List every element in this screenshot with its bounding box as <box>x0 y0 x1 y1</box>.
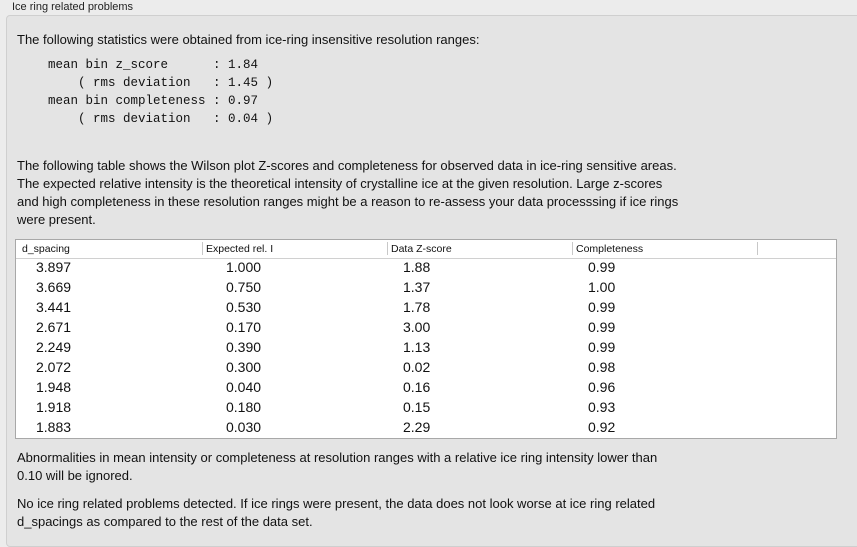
table-row[interactable]: 2.671 0.170 3.00 0.99 <box>16 318 836 338</box>
cell-d-spacing: 1.918 <box>36 399 72 415</box>
cell-completeness: 0.99 <box>588 319 616 335</box>
cell-d-spacing: 1.948 <box>36 379 72 395</box>
stat-colon: : <box>213 76 229 90</box>
cell-zscore: 1.13 <box>403 339 431 355</box>
stat-label: ( rms deviation <box>48 76 214 90</box>
table-description: The following table shows the Wilson plo… <box>17 157 678 229</box>
stat-line: ( rms deviation : 0.04 ) <box>48 110 273 128</box>
stat-suffix: ) <box>258 112 274 126</box>
cell-expected: 0.180 <box>226 399 262 415</box>
group-title: Ice ring related problems <box>12 1 134 13</box>
cell-d-spacing: 2.249 <box>36 339 72 355</box>
column-header-completeness[interactable]: Completeness <box>576 243 644 255</box>
stat-label: mean bin completeness <box>48 94 214 108</box>
stat-value: 1.84 <box>228 58 259 72</box>
table-row[interactable]: 2.249 0.390 1.13 0.99 <box>16 338 836 358</box>
conclusion-text: No ice ring related problems detected. I… <box>17 495 655 531</box>
table-row[interactable]: 2.072 0.300 0.02 0.98 <box>16 358 836 378</box>
column-header-zscore[interactable]: Data Z-score <box>391 243 452 255</box>
cell-expected: 0.030 <box>226 419 262 435</box>
cell-completeness: 1.00 <box>588 279 616 295</box>
cell-d-spacing: 3.897 <box>36 259 72 275</box>
column-header-d-spacing[interactable]: d_spacing <box>22 243 70 255</box>
stat-line: mean bin completeness : 0.97 <box>48 92 273 110</box>
cell-zscore: 2.29 <box>403 419 431 435</box>
cell-completeness: 0.93 <box>588 399 616 415</box>
cell-expected: 0.170 <box>226 319 262 335</box>
column-header-expected[interactable]: Expected rel. I <box>206 243 274 255</box>
cell-d-spacing: 2.671 <box>36 319 72 335</box>
table-row[interactable]: 1.883 0.030 2.29 0.92 <box>16 418 836 438</box>
column-separator[interactable] <box>757 242 758 255</box>
note-line: 0.10 will be ignored. <box>17 468 133 483</box>
column-separator[interactable] <box>572 242 573 255</box>
stat-value: 0.04 <box>228 112 259 126</box>
cell-zscore: 1.88 <box>403 259 431 275</box>
cell-zscore: 1.37 <box>403 279 431 295</box>
table-header: d_spacing Expected rel. I Data Z-score C… <box>16 240 836 259</box>
table-row[interactable]: 3.441 0.530 1.78 0.99 <box>16 298 836 318</box>
description-line: The expected relative intensity is the t… <box>17 176 663 191</box>
description-line: The following table shows the Wilson plo… <box>17 158 677 173</box>
cell-d-spacing: 3.441 <box>36 299 72 315</box>
table-row[interactable]: 3.669 0.750 1.37 1.00 <box>16 278 836 298</box>
cell-expected: 1.000 <box>226 259 262 275</box>
cell-zscore: 0.15 <box>403 399 431 415</box>
cell-completeness: 0.92 <box>588 419 616 435</box>
stat-suffix: ) <box>258 76 274 90</box>
cell-zscore: 0.02 <box>403 359 431 375</box>
stat-colon: : <box>213 112 229 126</box>
cell-completeness: 0.98 <box>588 359 616 375</box>
note-text: Abnormalities in mean intensity or compl… <box>17 449 657 485</box>
table-row[interactable]: 3.897 1.000 1.88 0.99 <box>16 258 836 278</box>
table-row[interactable]: 1.918 0.180 0.15 0.93 <box>16 398 836 418</box>
cell-expected: 0.040 <box>226 379 262 395</box>
cell-expected: 0.530 <box>226 299 262 315</box>
description-line: were present. <box>17 212 96 227</box>
cell-completeness: 0.99 <box>588 339 616 355</box>
stat-line: ( rms deviation : 1.45 ) <box>48 74 273 92</box>
stat-label: ( rms deviation <box>48 112 214 126</box>
description-line: and high completeness in these resolutio… <box>17 194 679 209</box>
table-row[interactable]: 1.948 0.040 0.16 0.96 <box>16 378 836 398</box>
ice-ring-table[interactable]: d_spacing Expected rel. I Data Z-score C… <box>15 239 837 439</box>
conclusion-line: d_spacings as compared to the rest of th… <box>17 514 313 529</box>
conclusion-line: No ice ring related problems detected. I… <box>17 496 656 511</box>
cell-expected: 0.390 <box>226 339 262 355</box>
stat-value: 0.97 <box>228 94 259 108</box>
column-separator[interactable] <box>387 242 388 255</box>
cell-d-spacing: 1.883 <box>36 419 72 435</box>
stat-line: mean bin z_score : 1.84 <box>48 56 273 74</box>
stat-value: 1.45 <box>228 76 259 90</box>
cell-d-spacing: 2.072 <box>36 359 72 375</box>
cell-zscore: 0.16 <box>403 379 431 395</box>
column-separator[interactable] <box>202 242 203 255</box>
cell-zscore: 3.00 <box>403 319 431 335</box>
stat-label: mean bin z_score <box>48 58 214 72</box>
statistics-block: mean bin z_score : 1.84 ( rms deviation … <box>48 56 273 128</box>
note-line: Abnormalities in mean intensity or compl… <box>17 450 658 465</box>
cell-completeness: 0.96 <box>588 379 616 395</box>
cell-d-spacing: 3.669 <box>36 279 72 295</box>
stat-colon: : <box>213 94 229 108</box>
cell-completeness: 0.99 <box>588 259 616 275</box>
stat-colon: : <box>213 58 229 72</box>
cell-expected: 0.300 <box>226 359 262 375</box>
cell-expected: 0.750 <box>226 279 262 295</box>
cell-completeness: 0.99 <box>588 299 616 315</box>
cell-zscore: 1.78 <box>403 299 431 315</box>
intro-text: The following statistics were obtained f… <box>17 32 480 47</box>
